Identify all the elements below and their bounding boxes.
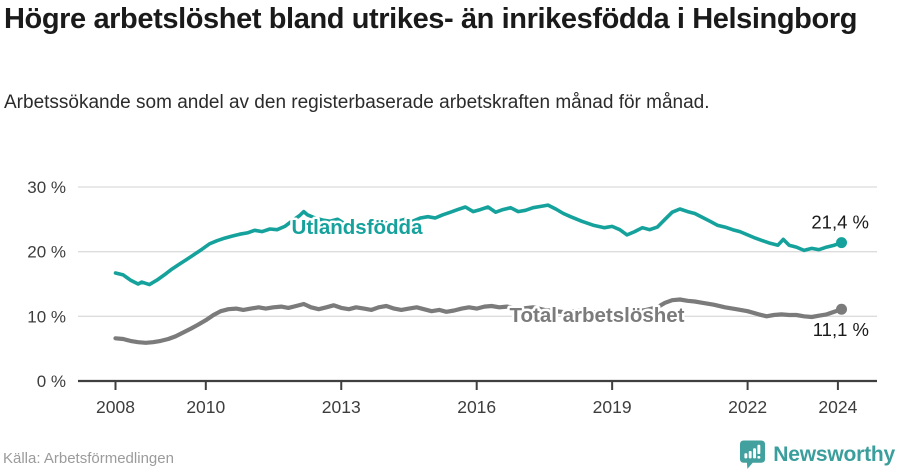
x-axis-tick-label-2024: 2024 xyxy=(818,397,857,417)
x-axis-tick-label-2010: 2010 xyxy=(186,397,225,417)
y-axis-tick-label-10: 10 % xyxy=(27,307,66,326)
series-label-utlandsf-dda: Utlandsfödda xyxy=(292,216,424,239)
chart-title: Högre arbetslöshet bland utrikes- än inr… xyxy=(4,3,858,35)
x-axis-tick-label-2013: 2013 xyxy=(322,397,361,417)
end-value-label-utlandsf-dda: 21,4 % xyxy=(811,212,869,233)
y-axis-tick-label-30: 30 % xyxy=(27,178,66,197)
series-line-total-arbetsl-shet xyxy=(113,297,844,345)
x-axis-tick-label-2019: 2019 xyxy=(593,397,632,417)
newsworthy-bubble-chart-icon xyxy=(740,440,766,469)
x-axis-tick-label-2022: 2022 xyxy=(728,397,767,417)
series-line-utlandsf-dda xyxy=(113,203,844,287)
newsworthy-wordmark: Newsworthy xyxy=(773,443,895,466)
series-endpoint-dot-utlandsf-dda xyxy=(836,237,848,249)
series-endpoint-dot-total-arbetsl-shet xyxy=(836,303,848,315)
chart-subtitle: Arbetssökande som andel av den registerb… xyxy=(4,92,710,113)
x-axis-tick-label-2008: 2008 xyxy=(96,397,135,417)
y-axis-tick-label-0: 0 % xyxy=(37,372,66,391)
end-value-label-total-arbetsl-shet: 11,1 % xyxy=(813,319,869,340)
newsworthy-logo: Newsworthy xyxy=(739,440,895,470)
source-note: Källa: Arbetsförmedlingen xyxy=(3,450,174,467)
x-axis-tick-label-2016: 2016 xyxy=(457,397,496,417)
y-axis-tick-label-20: 20 % xyxy=(27,243,66,262)
series-label-total-arbetsl-shet: Total arbetslöshet xyxy=(509,304,684,327)
